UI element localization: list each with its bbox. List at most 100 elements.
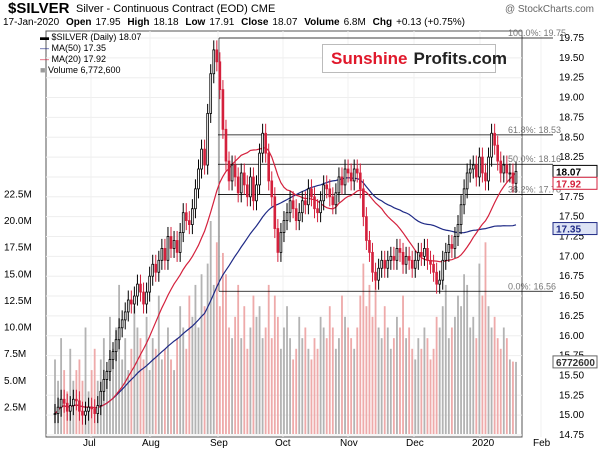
price-tick-label: 18.75 [559,112,584,123]
candle-body [404,255,408,265]
volume-bar [508,359,511,434]
legend-volume: ■ Volume 6,772,600 [40,65,121,75]
candle-body [340,176,344,186]
candle-body [261,132,264,154]
candle-body [84,410,87,416]
volume-bar [121,359,124,434]
volume-bar [322,327,325,434]
candle-body [297,212,301,222]
candle-body [184,212,188,222]
candle-body [337,176,341,194]
volume-bar [472,316,475,434]
candle-body [304,200,307,206]
candle-body [313,196,316,210]
x-tick-label: Aug [142,438,160,449]
price-tick-label: 15.00 [559,410,584,421]
volume-bar [380,338,383,434]
candle-body [484,172,487,182]
volume-bar [460,306,462,434]
candle-body [105,371,109,380]
candle-body [395,248,399,261]
symbol-title: $SILVER [8,0,70,17]
candle-body [462,188,466,206]
volume-bar [350,338,353,434]
volume-bar [414,359,417,434]
candle-body [56,406,60,414]
volume-tick-label: 17.5M [4,243,32,254]
candle-body [383,259,387,269]
volume-bar [374,274,377,434]
volume-bar [392,338,395,434]
volume-bar [286,306,288,434]
candle-body [221,89,225,130]
volume-bar [136,327,139,434]
volume-bar [457,295,459,434]
volume-bar [304,327,307,434]
candle-body [230,164,234,182]
candle-body [355,168,359,174]
volume-bar [408,327,411,434]
volume-bar [475,338,478,434]
logo-part2: Profits.com [413,48,508,68]
candle-body [325,184,329,190]
volume-bar [176,338,179,434]
candle-body [255,184,258,202]
volume-bar [505,338,508,434]
description-text: Silver - Continuous Contract (EOD) [76,3,248,15]
candle-body [386,259,390,269]
candle-body [191,208,194,225]
candle-body [200,148,203,170]
volume-bar [484,242,487,434]
ma50-price-tag-box [552,222,598,236]
candle-body [352,168,356,182]
candle-body [401,251,405,265]
candle-body [441,259,445,281]
candle-body [496,144,499,162]
volume-bar [157,295,160,434]
volume-bar [234,316,237,434]
candle-body [111,351,115,360]
volume-bar [167,327,169,434]
volume-bar [270,338,273,434]
volume-bar [115,327,117,434]
candle-body [432,263,435,273]
volume-bar [197,327,200,434]
volume-bar [331,327,334,434]
volume-bar [298,316,301,434]
candle-body [212,49,216,75]
volume-bar [185,348,188,434]
candle-body [447,244,451,253]
candle-body [126,299,130,313]
price-tick-label: 16.50 [559,291,584,302]
volume-bar [429,359,432,434]
volume-bar [170,359,172,434]
candle-body [450,244,454,249]
close-label: Close [241,17,269,28]
candle-body [142,291,145,305]
candle-body [264,132,267,154]
candle-body [120,319,124,329]
volume-tick-label: 22.5M [4,189,32,200]
candle-body [93,408,96,414]
candle-body [459,204,463,225]
candle-body [416,251,420,261]
price-tick-label: 15.25 [559,390,584,401]
x-tick-label: Sep [210,438,228,449]
volume-tick-label: 5.0M [4,376,26,387]
volume-bar [154,348,157,434]
candle-body [166,236,170,261]
candle-body [233,164,237,178]
volume-bar [496,338,499,434]
volume-bar [438,327,441,434]
volume-bar [249,327,252,434]
volume-bar [261,338,264,434]
volume-bar [368,284,371,434]
candle-body [319,200,322,214]
volume-bar [228,327,230,434]
x-tick-label: Feb [533,438,551,449]
candle-body [206,113,209,166]
volume-value: 6.8M [343,17,366,28]
volume-bar [313,338,316,434]
volume-bar [441,306,444,434]
volume-bar [237,284,240,434]
